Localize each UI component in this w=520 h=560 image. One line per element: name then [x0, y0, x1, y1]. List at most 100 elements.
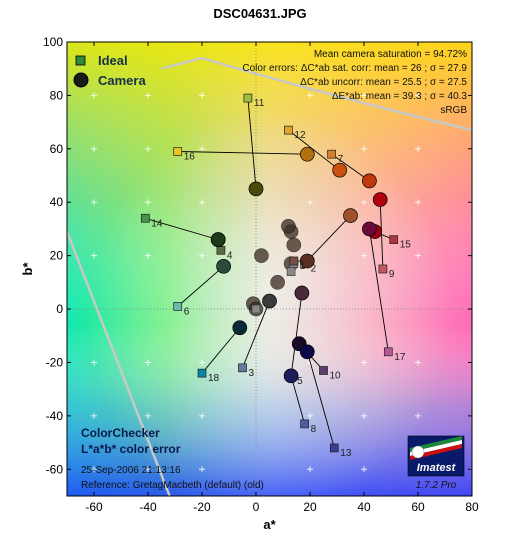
legend-camera-label: Camera — [98, 73, 146, 88]
y-axis-label: b* — [20, 262, 35, 276]
plot-frame — [66, 41, 473, 497]
imatest-version: 1.7.2 Pro — [416, 480, 457, 491]
patch-label-2: 2 — [311, 264, 317, 275]
neutral-camera-point-1 — [286, 237, 302, 253]
camera-point-11 — [248, 181, 264, 197]
grid-cross — [145, 199, 151, 206]
patch-label-9: 9 — [389, 269, 395, 280]
imatest-logo-stripe-red — [410, 444, 462, 460]
patch-label-5: 5 — [297, 376, 303, 387]
y-tick-label: -40 — [46, 409, 64, 423]
grid-cross — [361, 466, 367, 473]
legend-ideal-marker — [75, 55, 86, 66]
x-tick-label: -60 — [85, 500, 103, 514]
grid-cross — [199, 199, 205, 206]
plot-background-center — [67, 42, 472, 496]
camera-point-9 — [372, 192, 388, 207]
camera-point-7 — [362, 173, 377, 189]
grid-cross — [199, 92, 205, 99]
stats-line-3: ΔC*ab uncorr: mean = 25.5 ; σ = 27.5 — [300, 77, 467, 88]
camera-point-17 — [362, 221, 377, 237]
error-line-5 — [290, 292, 303, 376]
grid-cross — [361, 412, 367, 419]
grid-cross — [145, 412, 151, 419]
y-tick-label: 60 — [50, 142, 64, 156]
grid-cross — [415, 252, 421, 259]
patch-label-14: 14 — [151, 218, 163, 229]
error-line-8 — [290, 375, 306, 425]
grid-cross — [91, 92, 97, 99]
x-tick-label: 0 — [253, 500, 260, 514]
patch-label-8: 8 — [311, 424, 317, 435]
error-line-17 — [368, 228, 389, 352]
ideal-point-4 — [216, 245, 226, 255]
grid-cross — [199, 252, 205, 259]
patch-label-18: 18 — [208, 373, 220, 384]
camera-point-3 — [262, 293, 277, 309]
y-tick-label: 100 — [43, 35, 63, 49]
annotation-subtitle: L*a*b* color error — [81, 442, 181, 456]
grid-cross — [415, 412, 421, 419]
grid-cross — [91, 466, 97, 473]
patch-label-12: 12 — [294, 130, 306, 141]
ideal-point-11 — [243, 93, 253, 103]
error-line-11 — [247, 98, 257, 189]
error-line-12 — [288, 129, 340, 171]
ideal-point-7 — [327, 149, 336, 159]
grid-cross — [199, 359, 205, 366]
stats-line-5: sRGB — [440, 105, 467, 116]
patch-label-10: 10 — [330, 370, 342, 381]
x-tick-label: 20 — [303, 500, 317, 514]
annotation-reference: Reference: GretagMacbeth (default) (old) — [81, 480, 264, 491]
y-tick-label: 0 — [56, 302, 63, 316]
stats-line-1: Mean camera saturation = 94.72% — [314, 49, 467, 60]
error-line-14 — [145, 217, 219, 241]
legend-ideal-label: Ideal — [98, 53, 128, 68]
error-line-3 — [242, 300, 270, 368]
imatest-logo-text: Imatest — [417, 462, 457, 474]
camera-point-14 — [210, 232, 226, 247]
ideal-point-1 — [289, 256, 299, 266]
neutral-camera-point-3 — [254, 248, 269, 263]
error-line-16 — [177, 151, 308, 155]
grid-cross — [415, 199, 421, 206]
patch-label-15: 15 — [400, 240, 412, 251]
legend-camera-marker — [73, 72, 89, 88]
grid-cross — [361, 92, 367, 99]
ideal-point-18 — [197, 368, 207, 378]
grid-cross — [361, 145, 367, 152]
neutral-ideal-point-2 — [251, 304, 261, 314]
grid-cross — [199, 412, 205, 419]
gamut-boundary-lower — [67, 231, 171, 496]
camera-point-12 — [332, 162, 348, 178]
grid-cross — [91, 359, 97, 366]
error-line-7 — [331, 153, 370, 182]
x-tick-label: 60 — [411, 500, 425, 514]
ideal-point-17 — [383, 347, 393, 357]
ideal-point-8 — [300, 419, 309, 429]
ideal-point-13 — [329, 443, 339, 453]
x-tick-label: -20 — [193, 500, 211, 514]
ideal-point-15 — [389, 235, 399, 244]
patch-label-17: 17 — [394, 352, 406, 363]
grid-cross — [91, 199, 97, 206]
patch-label-6: 6 — [184, 306, 190, 317]
ideal-point-10 — [319, 366, 328, 375]
y-tick-label: -20 — [46, 355, 64, 369]
camera-point-18 — [232, 320, 248, 336]
grid-cross — [145, 92, 151, 99]
error-line-18 — [201, 327, 241, 374]
grid-cross — [415, 359, 421, 366]
grid-cross — [199, 466, 205, 473]
camera-point-1 — [299, 253, 315, 269]
camera-point-16 — [299, 146, 315, 162]
camera-point-6 — [216, 258, 231, 274]
annotation-name: ColorChecker — [81, 426, 160, 440]
neutral-ideal-point-1 — [286, 267, 296, 276]
patch-label-1: 1 — [300, 261, 306, 272]
grid-cross — [91, 252, 97, 259]
x-tick-label: 80 — [465, 500, 479, 514]
neutral-camera-point-4 — [270, 275, 285, 290]
grid-cross — [307, 92, 313, 99]
x-tick-label: -40 — [139, 500, 157, 514]
